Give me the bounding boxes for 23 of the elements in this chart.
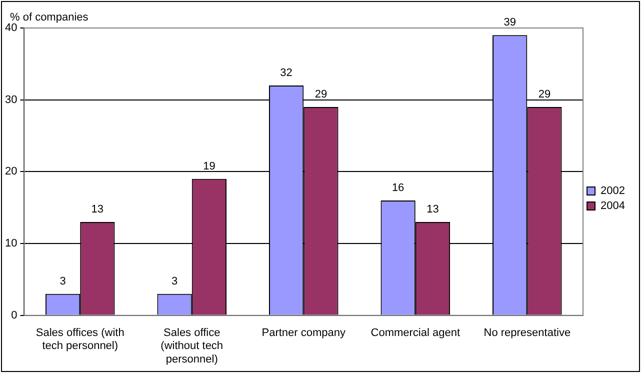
x-tick-label: Sales offices (with tech personnel) — [36, 327, 124, 352]
y-tick-label: 20 — [4, 166, 18, 178]
y-tick-label: 30 — [4, 94, 18, 106]
y-axis-title: % of companies — [10, 12, 89, 24]
x-tick-label: Commercial agent — [370, 327, 460, 340]
data-label: 3 — [60, 275, 66, 288]
data-label: 32 — [280, 67, 292, 80]
legend-label: 2004 — [600, 200, 626, 212]
y-tick-label: 40 — [4, 22, 18, 34]
data-label: 29 — [314, 88, 328, 101]
data-label: 13 — [91, 204, 104, 216]
y-tick-label: 10 — [4, 238, 18, 250]
data-label: 19 — [203, 160, 216, 172]
x-tick-label: Sales office (without tech personnel) — [160, 327, 224, 366]
data-label: 3 — [171, 275, 178, 288]
data-label: 39 — [504, 16, 516, 29]
x-tick-label: Partner company — [262, 327, 346, 340]
legend-label: 2002 — [600, 185, 626, 198]
x-tick-label: No representative — [484, 327, 571, 340]
y-tick-label: 0 — [11, 309, 18, 322]
data-label: 13 — [426, 204, 439, 216]
data-label: 29 — [538, 88, 551, 101]
data-label: 16 — [392, 182, 404, 194]
